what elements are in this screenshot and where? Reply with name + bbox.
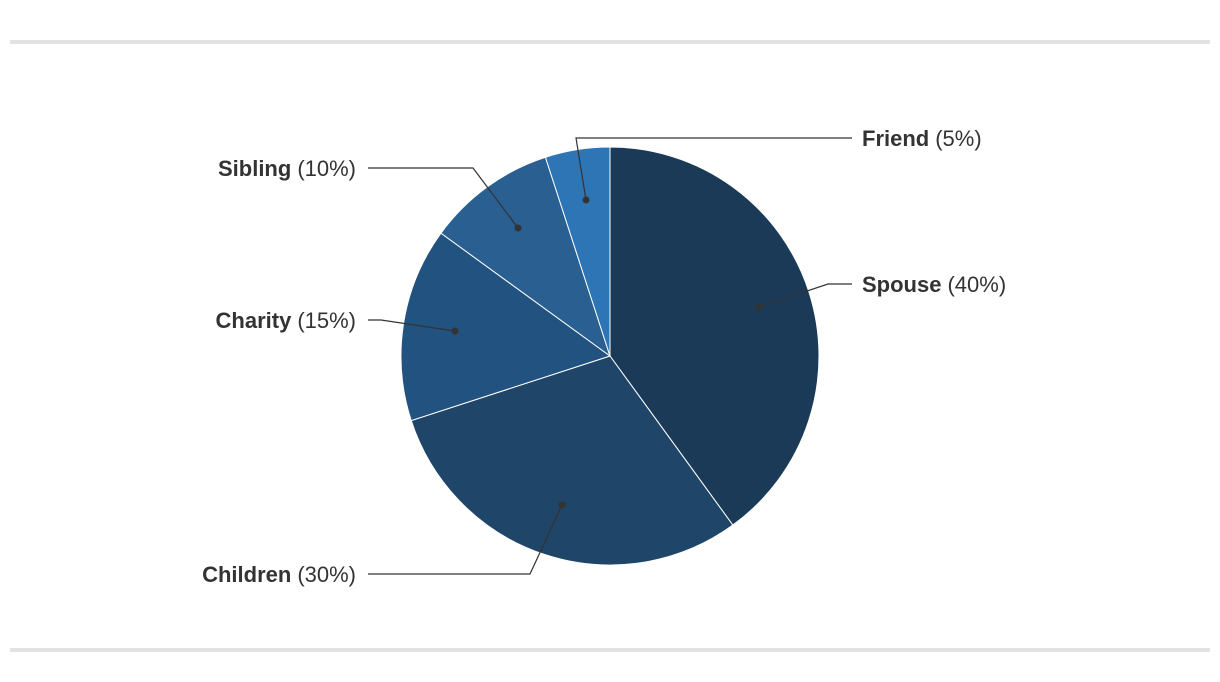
leader-dot-children: [558, 501, 566, 509]
slice-label-name: Children: [202, 562, 291, 587]
slice-label-children: Children (30%): [202, 562, 356, 587]
slice-label-name: Sibling: [218, 156, 291, 181]
leader-line-spouse: [758, 283, 852, 308]
leader-line-charity: [368, 319, 456, 332]
slice-label-spouse: Spouse (40%): [862, 272, 1006, 297]
leader-line-children: [368, 504, 563, 575]
slice-label-percent: (15%): [297, 308, 356, 333]
leader-dot-charity: [451, 327, 459, 335]
slice-label-name: Friend: [862, 126, 929, 151]
slice-label-percent: (5%): [935, 126, 981, 151]
leader-line-friend: [575, 137, 852, 201]
slice-label-percent: (10%): [297, 156, 356, 181]
leader-dot-spouse: [755, 303, 763, 311]
bottom-divider: [10, 648, 1210, 652]
slice-label-charity: Charity (15%): [216, 308, 356, 333]
pie-slice-children: [410, 355, 734, 566]
slice-label-name: Spouse: [862, 272, 941, 297]
slice-label-percent: (40%): [947, 272, 1006, 297]
leader-dot-friend: [582, 196, 590, 204]
slice-label-friend: Friend (5%): [862, 126, 982, 151]
slice-label-percent: (30%): [297, 562, 356, 587]
pie-slice-spouse: [609, 146, 820, 526]
top-divider: [10, 40, 1210, 44]
leader-dot-sibling: [514, 224, 522, 232]
slice-label-name: Charity: [216, 308, 293, 333]
slice-label-sibling: Sibling (10%): [218, 156, 356, 181]
leader-line-sibling: [368, 167, 519, 229]
